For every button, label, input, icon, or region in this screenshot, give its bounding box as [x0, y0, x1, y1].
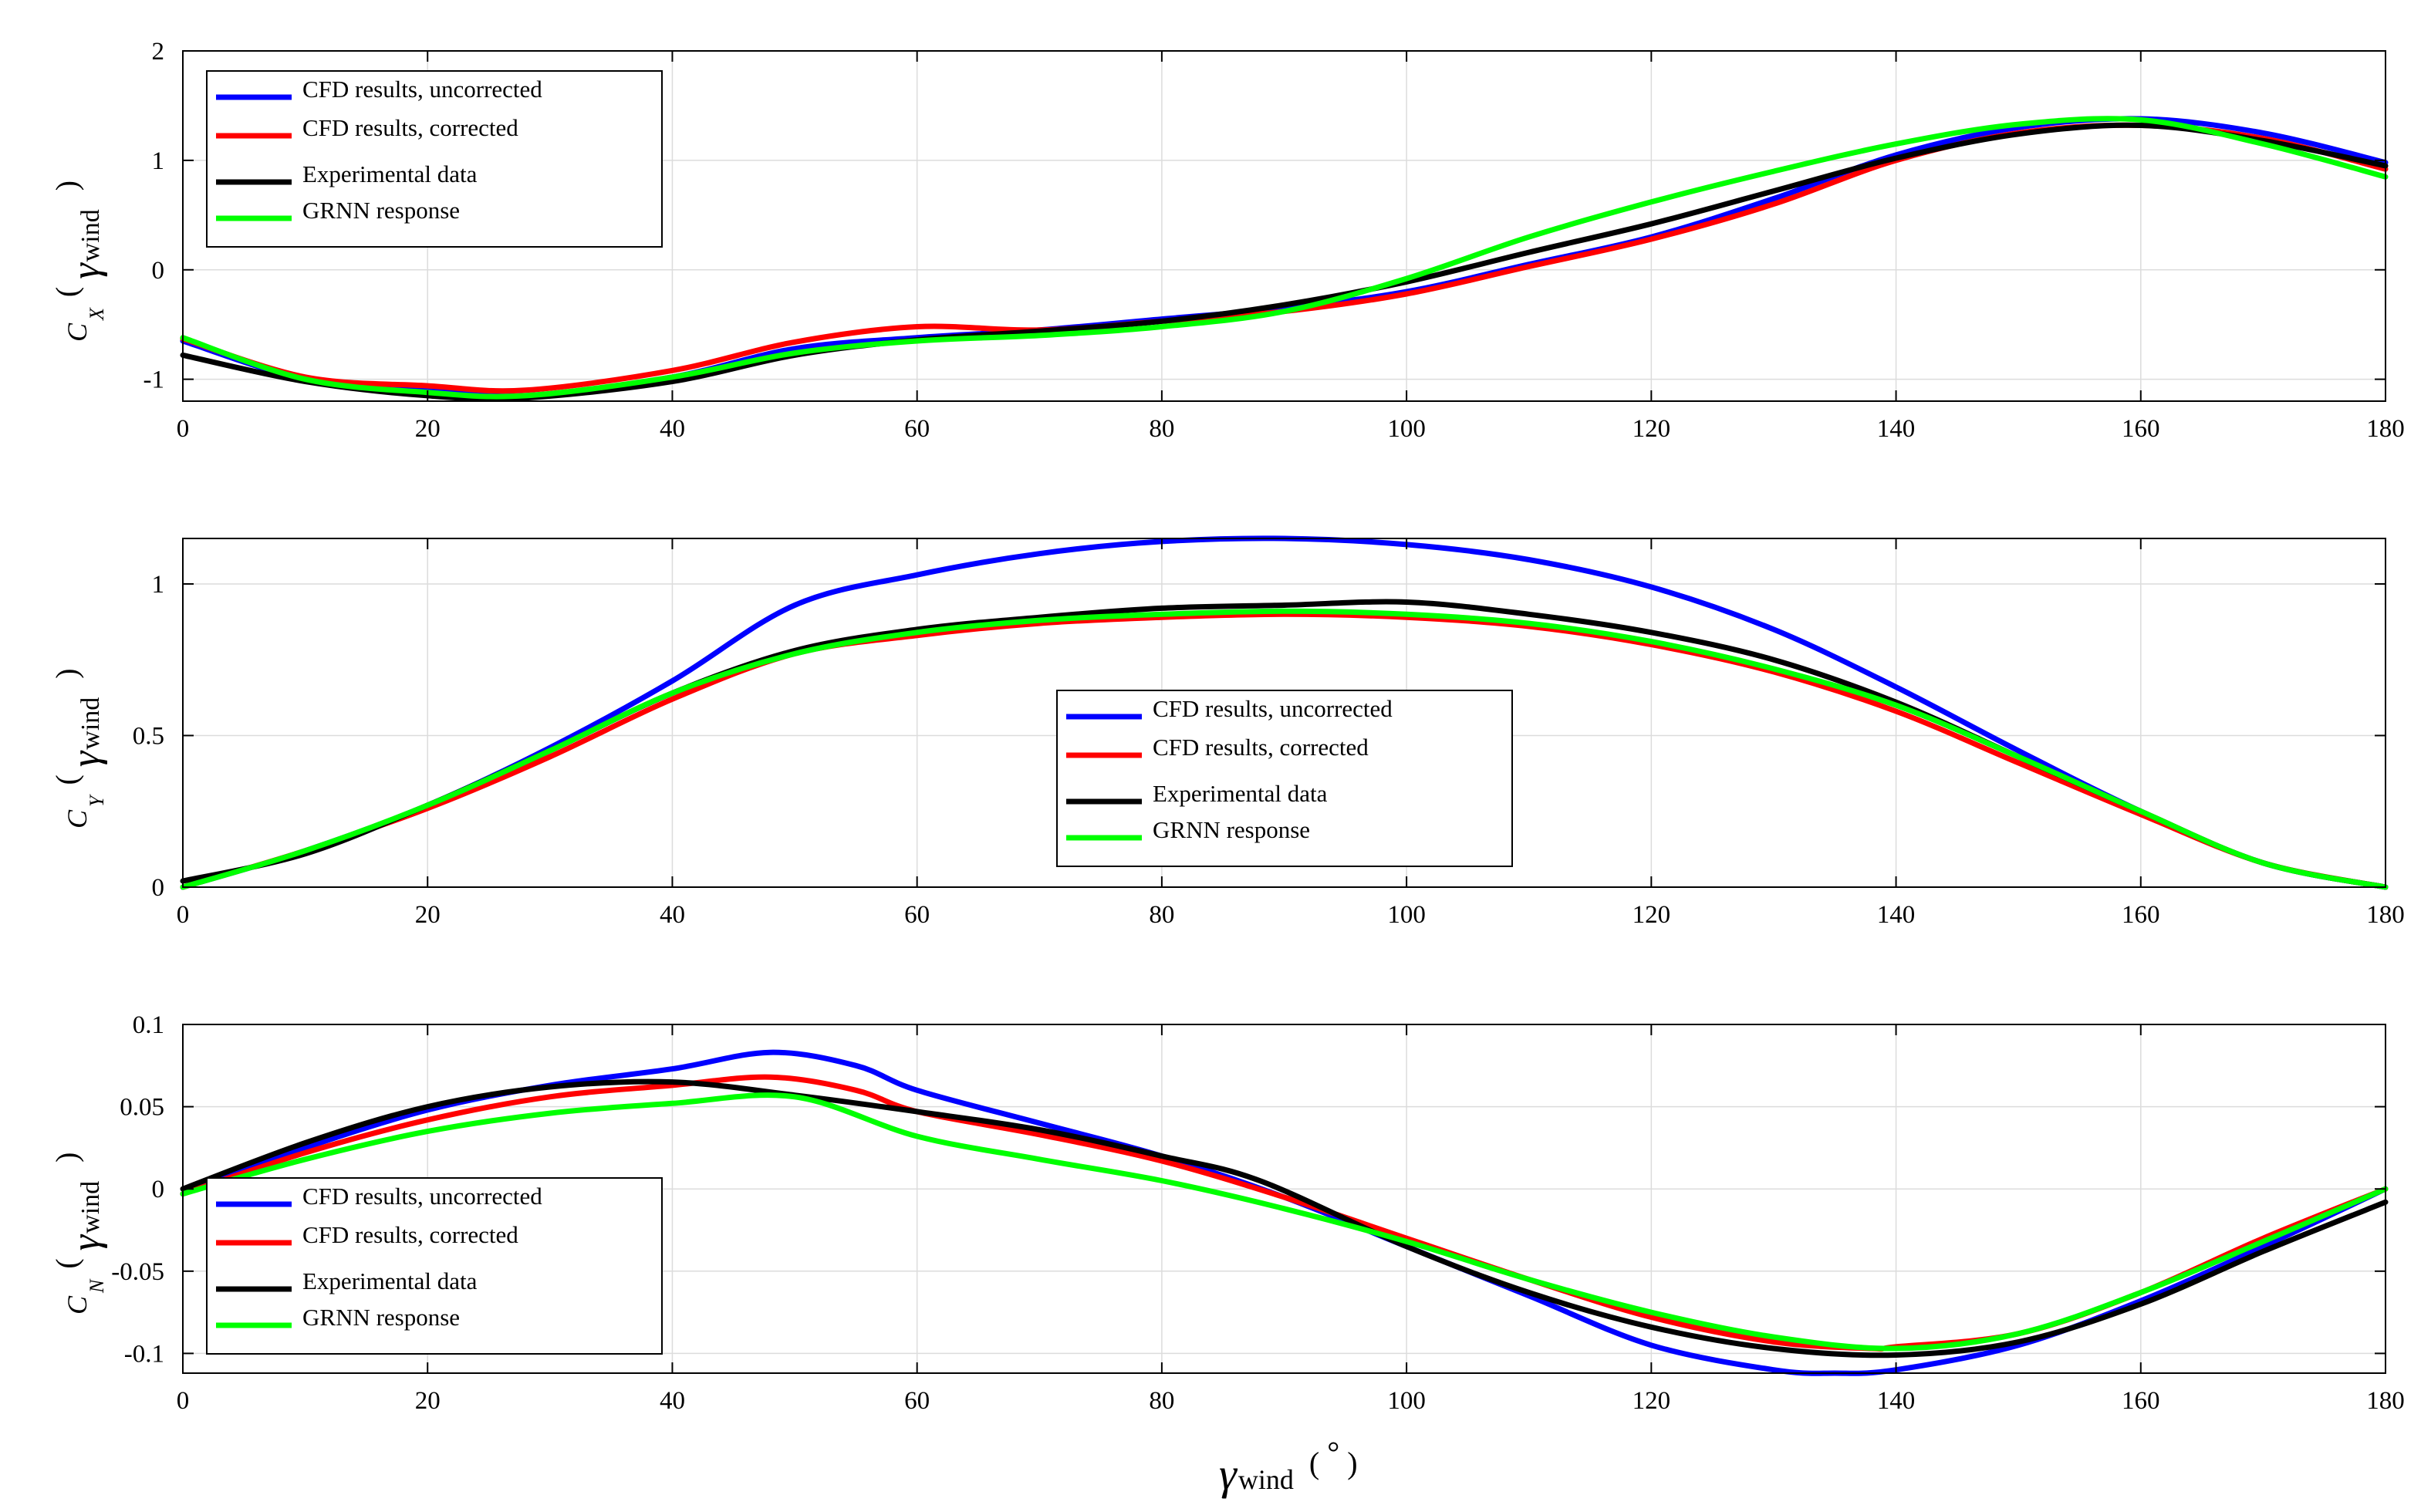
- panel-1: 0 20 40 60 80 100 120 140 160 180 -1 0 1 2 CX( γwind) CF…: [49, 38, 2405, 443]
- x-tick-label: 40: [660, 901, 685, 929]
- x-tick-label: 120: [1633, 415, 1671, 443]
- x-tick-label: 180: [2366, 415, 2405, 443]
- x-tick-label: 120: [1633, 1387, 1671, 1415]
- x-axis-label-wind: wind: [1238, 1464, 1294, 1495]
- y-axis-label-wind: wind: [76, 697, 105, 750]
- x-tick-label: 60: [904, 415, 930, 443]
- y-tick-label: 0.5: [133, 722, 164, 750]
- x-axis-label: γwind (°): [1219, 1435, 1358, 1499]
- y-axis-label-wind: wind: [76, 1181, 105, 1234]
- x-tick-label: 140: [1877, 901, 1916, 929]
- legend-label: CFD results, uncorrected: [302, 1183, 542, 1210]
- y-tick-label: -0.1: [124, 1340, 164, 1368]
- x-tick-label: 140: [1877, 415, 1916, 443]
- legend: CFD results, uncorrected CFD results, cor…: [206, 70, 663, 248]
- x-tick-label: 40: [660, 415, 685, 443]
- legend-label: Experimental data: [1153, 780, 1328, 807]
- series-line-grnn-response: [180, 116, 2389, 400]
- y-axis-label-wind: wind: [76, 209, 105, 262]
- y-axis-label-main: C: [62, 1295, 93, 1315]
- x-tick-label: 100: [1387, 1387, 1426, 1415]
- x-tick-label: 160: [2122, 901, 2160, 929]
- legend-label: CFD results, corrected: [302, 114, 518, 141]
- y-tick-label: 2: [152, 38, 165, 66]
- x-tick-label: 120: [1633, 901, 1671, 929]
- axes-frame: [182, 50, 2386, 402]
- x-tick-label: 140: [1877, 1387, 1916, 1415]
- y-axis-label-open: (: [49, 287, 84, 297]
- legend: CFD results, uncorrected CFD results, cor…: [1056, 690, 1513, 867]
- x-tick-label: 0: [177, 415, 190, 443]
- y-axis-label-sub: X: [86, 307, 108, 321]
- x-tick-label: 0: [177, 901, 190, 929]
- legend-label: CFD results, uncorrected: [1153, 695, 1393, 722]
- axes-frame: [182, 538, 2386, 888]
- x-tick-label: 80: [1149, 1387, 1174, 1415]
- legend-label: GRNN response: [302, 197, 460, 224]
- x-tick-label: 80: [1149, 415, 1174, 443]
- y-tick-label: -1: [144, 366, 165, 394]
- series-line-cfd-results-corrected: [180, 611, 2389, 890]
- legend-label: Experimental data: [302, 1267, 478, 1294]
- panel-2: 0 20 40 60 80 100 120 140 160 180 0 0.5 1 CY( γwind) CF…: [49, 535, 2405, 929]
- y-tick-label: 0: [152, 257, 165, 285]
- series-line-experimental-data: [180, 1078, 2389, 1358]
- x-tick-label: 20: [415, 1387, 441, 1415]
- x-tick-label: 0: [177, 1387, 190, 1415]
- x-tick-label: 100: [1387, 415, 1426, 443]
- y-tick-label: 0.1: [133, 1011, 164, 1039]
- y-axis-label-sub: N: [86, 1278, 108, 1294]
- legend-label: GRNN response: [302, 1304, 460, 1331]
- legend-label: CFD results, corrected: [1153, 734, 1369, 761]
- x-axis-label-close: ): [1347, 1446, 1357, 1480]
- y-axis-label: CN( γwind): [49, 1152, 108, 1315]
- y-tick-label: 0.05: [120, 1094, 164, 1122]
- y-axis-label: CX( γwind): [49, 181, 108, 342]
- y-axis-label-close: ): [49, 181, 84, 191]
- legend-label: CFD results, uncorrected: [302, 76, 542, 103]
- y-axis-label-gamma: γ: [64, 750, 108, 767]
- y-axis-label: CY( γwind): [49, 668, 108, 829]
- legend-label: GRNN response: [1153, 816, 1310, 843]
- y-axis-label-sub: Y: [86, 794, 108, 807]
- y-tick-label: -0.05: [111, 1258, 164, 1286]
- x-axis-label-degree: °: [1327, 1435, 1339, 1470]
- legend-label: Experimental data: [302, 160, 478, 187]
- y-tick-label: 0: [152, 874, 165, 902]
- y-axis-label-main: C: [62, 322, 93, 342]
- x-tick-label: 20: [415, 901, 441, 929]
- legend: CFD results, uncorrected CFD results, cor…: [206, 1177, 663, 1355]
- y-tick-label: 1: [152, 571, 165, 599]
- y-axis-label-open: (: [49, 1258, 84, 1268]
- y-axis-label-open: (: [49, 775, 84, 785]
- x-axis-label-open: (: [1309, 1446, 1319, 1480]
- x-tick-label: 60: [904, 1387, 930, 1415]
- axes-frame: [182, 1024, 2386, 1374]
- y-axis-label-close: ): [49, 668, 84, 678]
- x-tick-label: 100: [1387, 901, 1426, 929]
- x-tick-label: 40: [660, 1387, 685, 1415]
- legend-label: CFD results, corrected: [302, 1221, 518, 1248]
- x-axis-label-gamma: γ: [1219, 1449, 1238, 1499]
- y-tick-label: 1: [152, 147, 165, 175]
- x-tick-label: 80: [1149, 901, 1174, 929]
- x-tick-label: 160: [2122, 1387, 2160, 1415]
- x-tick-label: 180: [2366, 1387, 2405, 1415]
- y-axis-label-main: C: [62, 809, 93, 829]
- series-line-grnn-response: [180, 608, 2389, 890]
- y-axis-label-close: ): [49, 1152, 84, 1162]
- panel-3: 0 20 40 60 80 100 120 140 160 180 -0.1 -0.05 0 0.05 0.…: [49, 1011, 2405, 1499]
- series-line-grnn-response: [180, 1092, 2389, 1352]
- x-tick-label: 160: [2122, 415, 2160, 443]
- x-tick-label: 20: [415, 415, 441, 443]
- x-tick-label: 60: [904, 901, 930, 929]
- y-tick-label: 0: [152, 1176, 165, 1203]
- y-axis-label-gamma: γ: [64, 1234, 108, 1250]
- y-axis-label-gamma: γ: [64, 262, 108, 279]
- x-tick-label: 180: [2366, 901, 2405, 929]
